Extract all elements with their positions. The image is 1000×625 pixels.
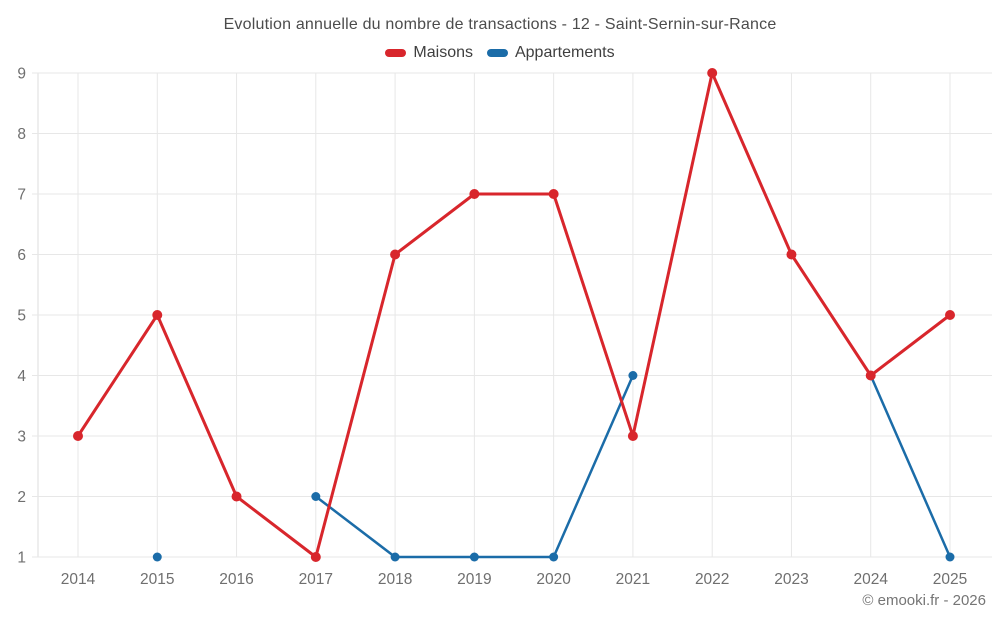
data-point-appartements [549,552,559,562]
data-point-appartements [390,552,400,562]
data-point-maisons [707,68,718,78]
x-axis-tick-label: 2025 [933,571,967,588]
data-point-maisons [469,189,480,199]
chart-title: Evolution annuelle du nombre de transact… [223,16,777,33]
x-axis-tick-label: 2019 [457,571,491,588]
y-axis-tick-label: 4 [17,368,26,385]
data-point-appartements [311,492,321,501]
data-point-maisons [152,310,163,320]
y-axis-tick-label: 1 [17,549,26,566]
y-axis-tick-label: 7 [17,186,26,203]
y-axis-tick-label: 8 [17,126,26,143]
data-point-maisons [73,431,83,441]
data-point-appartements [152,552,162,562]
y-axis-tick-label: 5 [17,307,26,324]
data-point-appartements [469,552,479,562]
legend-item-appartements[interactable]: Appartements [486,44,615,62]
data-point-maisons [945,310,955,320]
x-axis-tick-label: 2024 [853,571,888,588]
y-axis-tick-label: 2 [17,489,26,506]
legend: Maisons Appartements [0,44,1000,62]
data-point-maisons [865,370,876,381]
x-axis-tick-label: 2023 [774,571,808,588]
series-line-appartements [869,374,952,559]
y-axis-tick-label: 3 [17,428,26,445]
series-line-maisons [76,71,952,559]
legend-label-maisons: Maisons [413,44,473,61]
data-point-maisons [627,431,638,441]
legend-item-maisons[interactable]: Maisons [385,44,473,62]
legend-label-appartements: Appartements [514,44,615,61]
data-point-maisons [786,249,797,260]
data-point-maisons [310,552,321,562]
data-point-maisons [231,491,242,502]
x-axis-tick-label: 2016 [219,571,253,588]
x-axis-tick-label: 2014 [61,571,96,588]
x-axis-tick-label: 2017 [299,571,333,588]
appartements-series-swatch-icon [486,49,508,57]
data-point-maisons [548,189,559,199]
data-point-appartements [628,371,638,380]
x-axis-tick-label: 2018 [378,571,412,588]
x-axis-tick-label: 2020 [536,571,571,588]
x-axis-tick-label: 2022 [695,571,729,588]
y-axis-tick-label: 9 [17,65,26,82]
footer-credit: © emooki.fr - 2026 [862,592,986,609]
x-axis-tick-label: 2021 [616,571,650,588]
data-point-appartements [945,552,955,562]
maisons-series-swatch-icon [385,49,407,57]
x-axis-tick-label: 2015 [140,571,174,588]
data-point-maisons [390,249,401,260]
y-axis-tick-label: 6 [17,247,26,264]
